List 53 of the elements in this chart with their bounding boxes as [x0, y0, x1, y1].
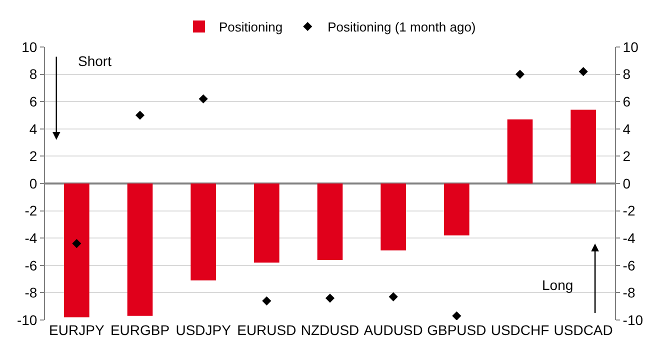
- y2-tick-label: 8: [622, 66, 631, 82]
- bar: [570, 110, 596, 184]
- legend-label: Positioning (1 month ago): [328, 20, 476, 35]
- y-tick-label: 4: [29, 120, 38, 137]
- x-tick-label: NZDUSD: [300, 322, 360, 338]
- y2-tick-label: 4: [622, 120, 631, 137]
- x-tick-label: USDJPY: [176, 322, 232, 338]
- y-tick-label: -6: [24, 257, 38, 274]
- x-tick-label: EURJPY: [49, 322, 105, 338]
- annotation: Long: [542, 277, 574, 293]
- y-tick-label: -8: [24, 284, 38, 301]
- annotation: Short: [78, 53, 112, 69]
- bar: [190, 184, 216, 280]
- y2-tick-label: -4: [622, 230, 636, 246]
- point: [198, 94, 208, 104]
- x-tick-label: GBPUSD: [427, 322, 486, 338]
- point: [452, 311, 462, 320]
- y-tick-label: 10: [22, 38, 38, 55]
- y-tick-label: 2: [29, 148, 38, 164]
- y2-tick-label: -8: [622, 284, 636, 301]
- point: [262, 296, 272, 306]
- y2-tick-label: 6: [622, 94, 631, 110]
- y2-tick-label: 2: [622, 148, 631, 164]
- bar: [317, 184, 343, 260]
- y2-tick-label: 10: [622, 38, 639, 55]
- y-tick-label: 8: [29, 66, 38, 82]
- legend-label: Positioning: [219, 20, 283, 35]
- point: [578, 67, 588, 76]
- bar: [254, 184, 280, 263]
- point: [325, 294, 335, 303]
- y-tick-label: -10: [16, 312, 38, 328]
- y-tick-label: -2: [24, 202, 38, 219]
- point: [515, 70, 525, 79]
- y2-tick-label: -2: [622, 202, 636, 219]
- y2-tick-label: -6: [622, 257, 636, 274]
- x-tick-label: EURUSD: [237, 322, 296, 338]
- point: [72, 239, 82, 248]
- point: [135, 110, 145, 120]
- bar: [444, 184, 470, 236]
- bar: [507, 119, 533, 184]
- y-tick-label: 6: [29, 94, 38, 110]
- x-tick-label: USDCAD: [554, 322, 613, 338]
- y2-tick-label: -10: [622, 312, 644, 328]
- point: [388, 292, 398, 302]
- bar: [380, 184, 406, 250]
- bar: [64, 184, 90, 318]
- x-tick-label: EURGBP: [110, 322, 170, 338]
- y-tick-label: 0: [29, 175, 38, 192]
- bar: [127, 184, 153, 316]
- x-tick-label: AUDUSD: [364, 322, 423, 338]
- y-tick-label: -4: [24, 230, 38, 246]
- y2-tick-label: 0: [622, 175, 631, 192]
- x-tick-label: USDCHF: [490, 322, 550, 338]
